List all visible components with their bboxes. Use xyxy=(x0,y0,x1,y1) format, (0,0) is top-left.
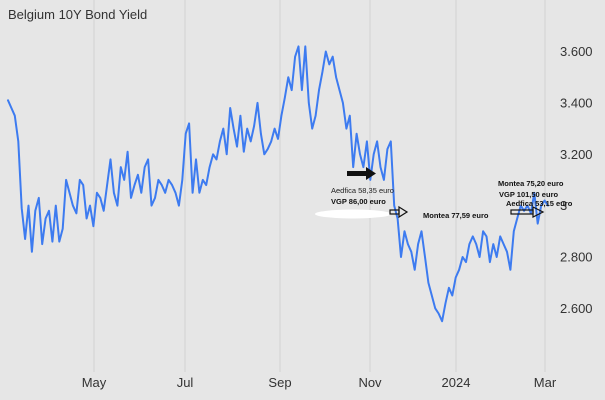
white-redaction-mark xyxy=(315,209,391,219)
y-tick-label: 3.400 xyxy=(560,95,593,110)
x-tick-label: Sep xyxy=(268,375,291,390)
x-tick-label: Nov xyxy=(358,375,382,390)
annotation-group-2: Montea 77,59 euro xyxy=(389,205,489,220)
right-arrow-icon-1 xyxy=(347,167,376,180)
x-tick-label: Jul xyxy=(177,375,194,390)
annotation-montea-1: Montea 77,59 euro xyxy=(423,211,489,220)
x-axis: May Jul Sep Nov 2024 Mar xyxy=(82,375,557,390)
right-arrow-icon-2 xyxy=(389,205,409,219)
y-tick-label: 2.600 xyxy=(560,301,593,316)
right-arrow-icon-3 xyxy=(510,206,545,218)
y-tick-label: 3.600 xyxy=(560,44,593,59)
chart-title: Belgium 10Y Bond Yield xyxy=(8,7,147,22)
vertical-grid xyxy=(93,0,546,372)
annotation-aedifica-2: Aedfica 53,15 euro xyxy=(506,199,573,208)
x-tick-label: 2024 xyxy=(442,375,471,390)
y-axis: 3.600 3.400 3.200 3 2.800 2.600 xyxy=(560,44,593,316)
x-tick-label: May xyxy=(82,375,107,390)
annotation-vgp-2: VGP 101,50 euro xyxy=(499,190,558,199)
annotation-group-1: Aedfica 58,35 euro VGP 86,00 euro xyxy=(315,167,394,219)
annotation-group-3: Montea 75,20 euro VGP 101,50 euro Aedfic… xyxy=(498,179,573,218)
annotation-vgp-1: VGP 86,00 euro xyxy=(331,197,386,206)
yield-line xyxy=(7,45,549,323)
y-tick-label: 3 xyxy=(560,198,567,213)
y-tick-label: 2.800 xyxy=(560,250,593,265)
annotation-aedifica-1: Aedfica 58,35 euro xyxy=(331,186,394,195)
annotation-montea-2: Montea 75,20 euro xyxy=(498,179,564,188)
y-tick-label: 3.200 xyxy=(560,147,593,162)
x-tick-label: Mar xyxy=(534,375,557,390)
